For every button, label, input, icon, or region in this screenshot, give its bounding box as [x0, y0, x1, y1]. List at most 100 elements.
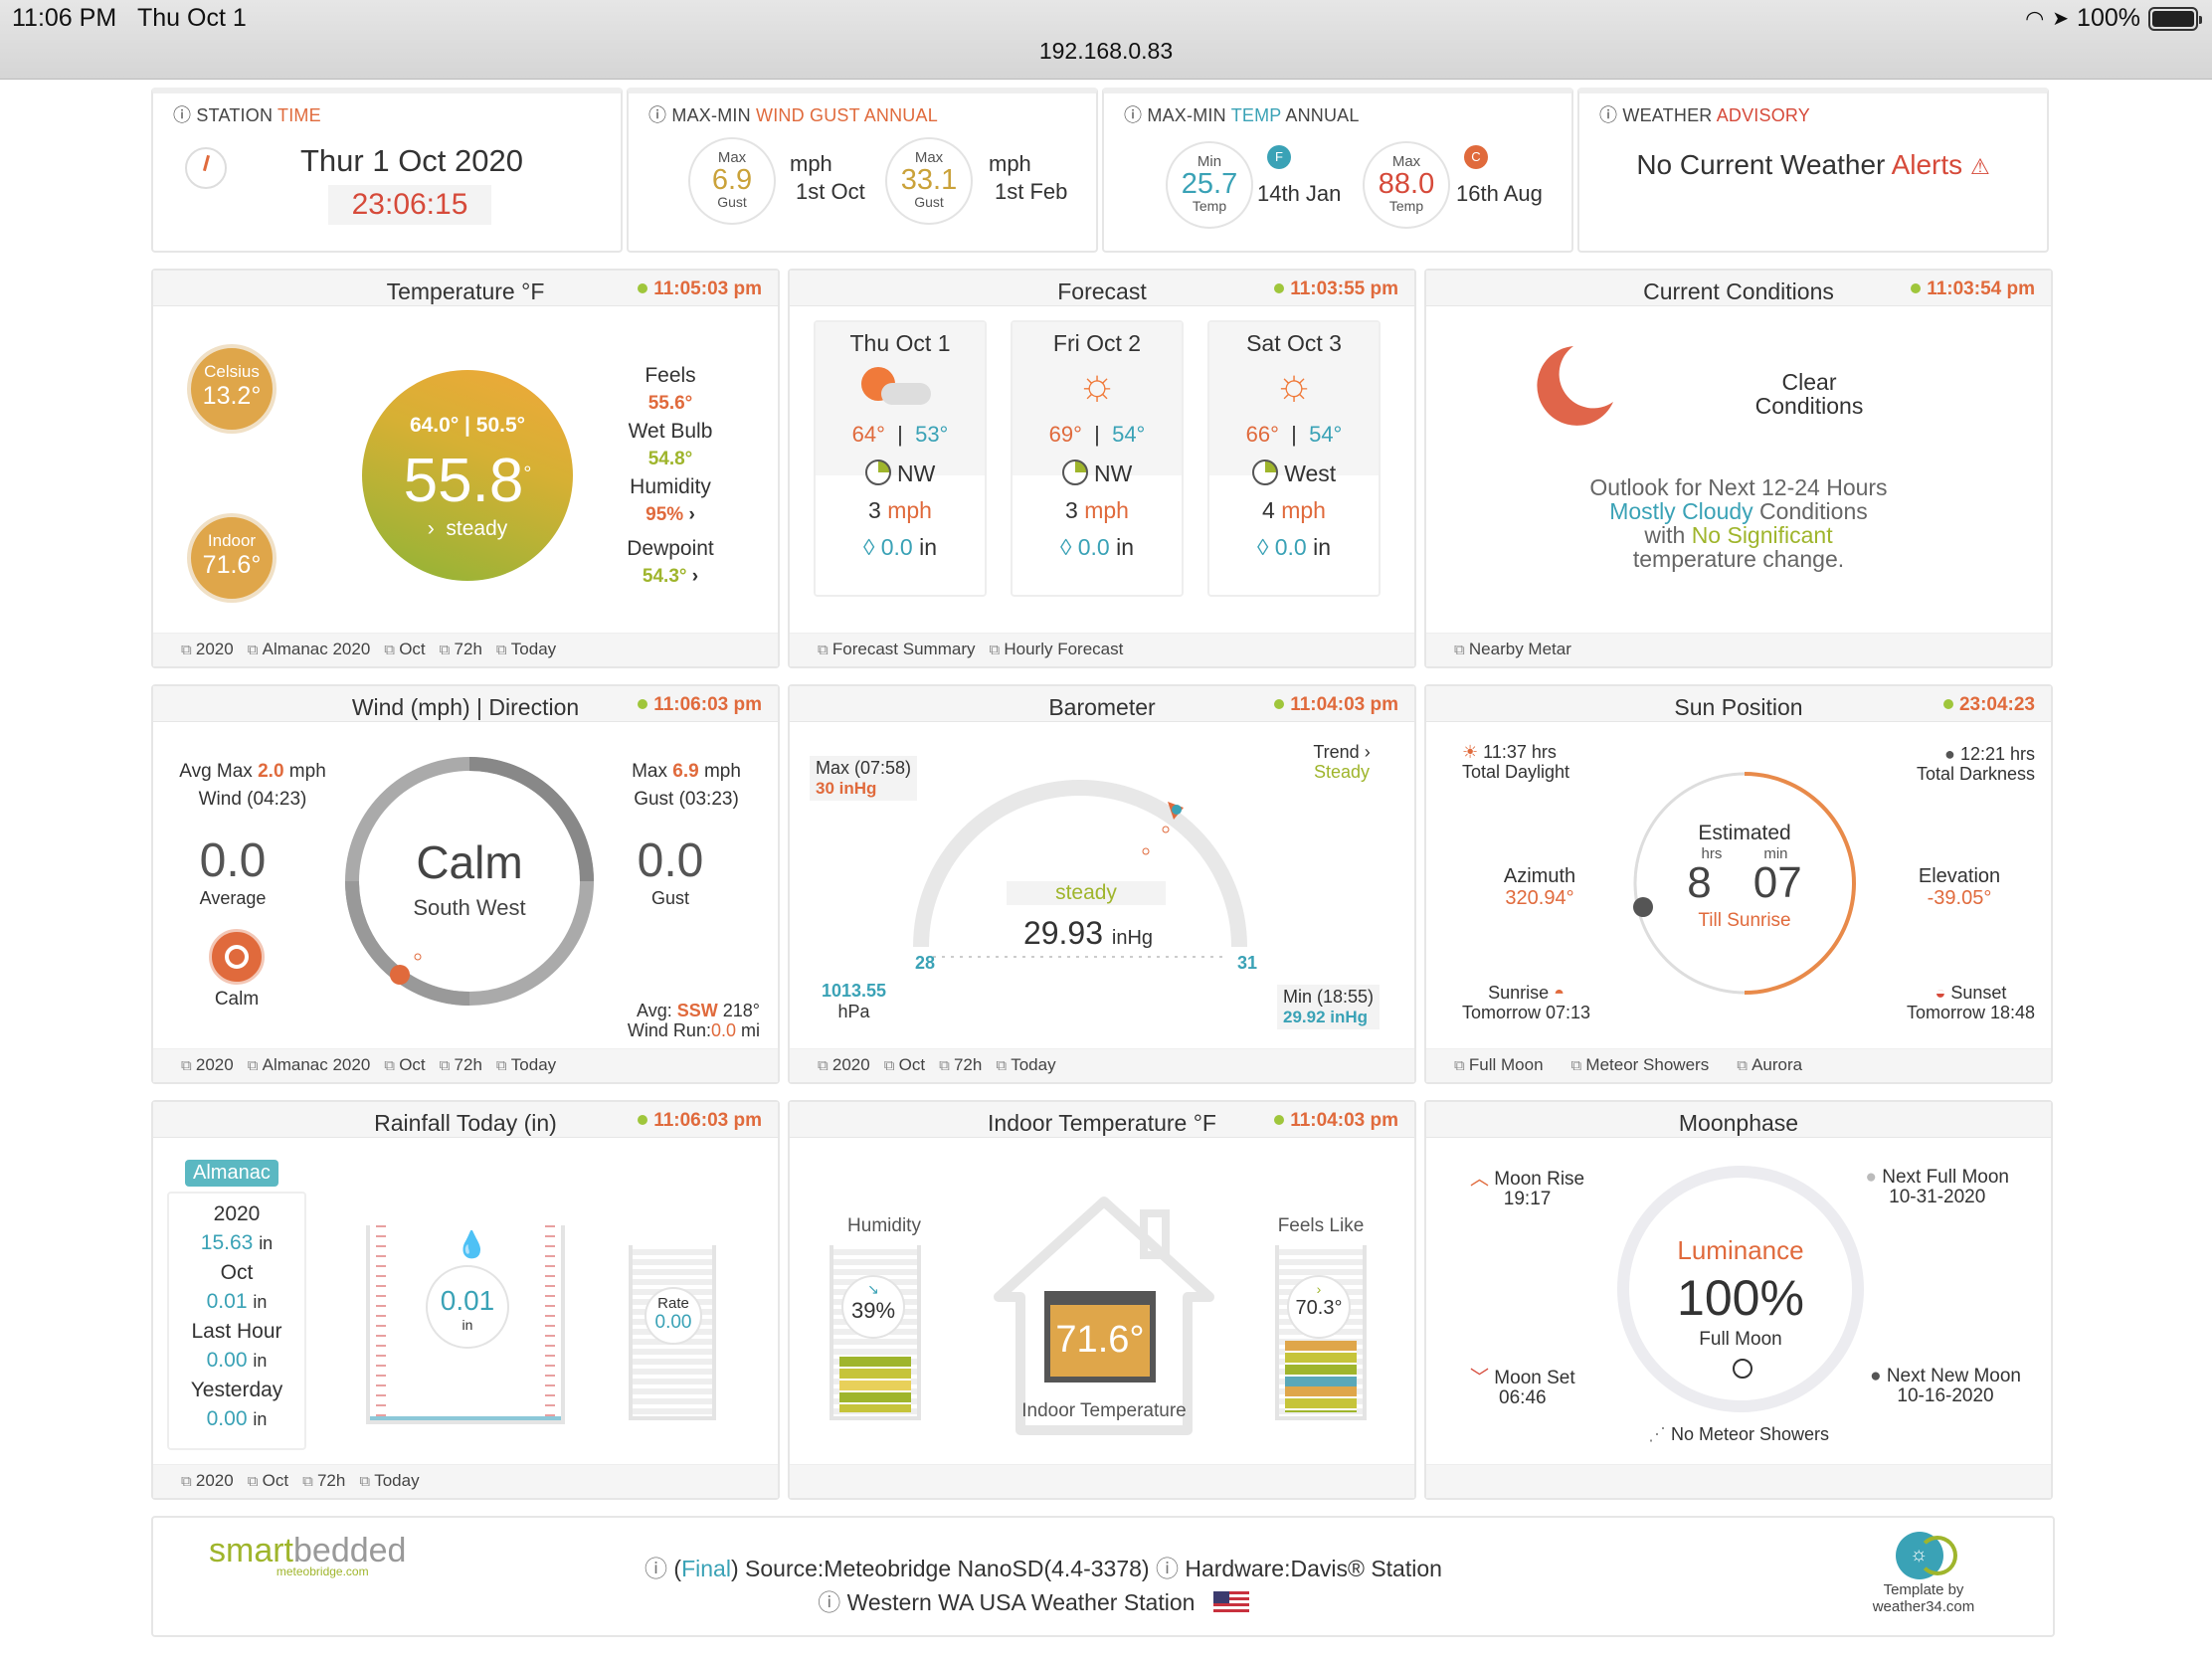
info-icon: ⓘ: [173, 105, 197, 125]
temp-annual-title: ⓘ MAX-MIN TEMP ANNUAL: [1124, 105, 1360, 125]
footer-link[interactable]: Today: [496, 1055, 556, 1082]
footer-link[interactable]: Oct: [884, 1055, 925, 1082]
humidity-value[interactable]: 95% ›: [645, 504, 695, 525]
trend-right-icon: ›: [1316, 1281, 1322, 1297]
footer-link[interactable]: Aurora: [1737, 1055, 1802, 1082]
footer-link[interactable]: Hourly Forecast: [989, 640, 1123, 666]
forecast-hilo: 69° | 54°: [1048, 422, 1146, 447]
baro-scale-max: 31: [1237, 953, 1258, 973]
footer-link[interactable]: 2020: [818, 1055, 870, 1082]
moonset-icon: ﹀: [1470, 1368, 1490, 1388]
temperature-card: Temperature °F 11:05:03 pm Celsius 13.2° …: [151, 269, 780, 668]
source-line: ⓘ (Final) Source:Meteobridge NanoSD(4.4-…: [645, 1556, 1442, 1581]
moon-dial: Luminance 100% Full Moon: [1617, 1166, 1864, 1412]
advisory-text: No Current Weather Alerts ⚠: [1636, 149, 1990, 180]
card-title: Current Conditions: [1643, 278, 1834, 304]
footer-link[interactable]: 72h: [440, 1055, 482, 1082]
address-bar[interactable]: 192.168.0.83: [1038, 38, 1174, 64]
footer-link[interactable]: Oct: [384, 640, 425, 666]
temp-trend: › steady: [427, 517, 508, 540]
moonphase-card: Moonphase ︿ Moon Rise 19:17 ﹀ Moon Set 06:…: [1424, 1100, 2053, 1500]
footer-link[interactable]: 2020: [181, 640, 234, 666]
chevron-right-icon: ›: [688, 504, 695, 525]
footer-link[interactable]: 2020: [181, 1471, 234, 1498]
weather-advisory-tile: ⓘ WEATHER ADVISORY No Current Weather Al…: [1577, 88, 2049, 253]
forecast-day[interactable]: Sat Oct 3 ☼ 66° | 54° West 4 mph ◊ 0.0 in: [1207, 320, 1381, 597]
barometer-card: Barometer 11:04:03 pm Max (07:58) 30 inHg …: [788, 684, 1416, 1084]
sun-position-card: Sun Position 23:04:23 ☀ 11:37 hrs Total Da…: [1424, 684, 2053, 1084]
footer-link[interactable]: Full Moon: [1454, 1055, 1544, 1082]
footer-link[interactable]: Almanac 2020: [248, 640, 371, 666]
baro-trend[interactable]: Trend › Steady: [1313, 742, 1371, 782]
current-conditions-card: Current Conditions 11:03:54 pm Clear Condi…: [1424, 269, 2053, 668]
forecast-day[interactable]: Thu Oct 1 64° | 53° NW 3 mph ◊ 0.0 in: [814, 320, 987, 597]
forecast-day[interactable]: Fri Oct 2 ☼ 69° | 54° NW 3 mph ◊ 0.0 in: [1011, 320, 1184, 597]
dewpoint-value[interactable]: 54.3° ›: [642, 566, 699, 587]
footer-link[interactable]: Oct: [248, 1471, 288, 1498]
forecast-day-label: Fri Oct 2: [1052, 330, 1142, 356]
gust-unit-2: mph: [989, 151, 1031, 176]
footer-link[interactable]: 2020: [181, 1055, 234, 1082]
max-gust-circle-1: Max 6.9 Gust: [688, 137, 776, 225]
sun-marker: [1633, 897, 1653, 917]
footer-link[interactable]: Forecast Summary: [818, 640, 976, 666]
min-temp-date: 14th Jan: [1257, 181, 1342, 206]
raindrop-icon: ◊: [862, 534, 875, 560]
forecast-day-label: Thu Oct 1: [849, 330, 951, 356]
station-date: Thur 1 Oct 2020: [299, 143, 523, 178]
indoor-temperature-card: Indoor Temperature °F 11:04:03 pm Humidit…: [788, 1100, 1416, 1500]
feels-value: 55.6°: [647, 393, 693, 414]
hilo-text: 64.0° | 50.5°: [409, 414, 526, 437]
forecast-wind-dir: West: [1209, 460, 1379, 487]
calm-label: Calm: [214, 989, 260, 1010]
card-timestamp: 11:06:03 pm: [638, 694, 762, 716]
footer-link[interactable]: Almanac 2020: [248, 1055, 371, 1082]
gust-date-2: 1st Feb: [995, 179, 1068, 204]
card-footer: Forecast Summary Hourly Forecast: [790, 633, 1414, 666]
card-title: Moonphase: [1678, 1110, 1799, 1136]
footer-link[interactable]: Today: [496, 640, 556, 666]
status-right: ◠ ➤ 100%: [2025, 4, 2202, 33]
card-timestamp: 11:05:03 pm: [638, 278, 762, 300]
info-icon: ⓘ: [1599, 105, 1623, 125]
indoor-value-box: 71.6°: [1044, 1291, 1156, 1382]
card-title: Wind (mph) | Direction: [351, 694, 580, 720]
forecast-day-label: Sat Oct 3: [1246, 330, 1342, 356]
weather34-logo[interactable]: ☼ Template by weather34.com: [1844, 1532, 2003, 1615]
fahrenheit-badge-icon: F: [1267, 145, 1291, 169]
footer-link[interactable]: Meteor Showers: [1571, 1055, 1709, 1082]
partly-cloudy-night-icon: [816, 357, 985, 413]
baro-hpa: 1013.55 hPa: [822, 981, 887, 1021]
footer-link[interactable]: 72h: [440, 640, 482, 666]
indoor-circle: Indoor 71.6°: [187, 513, 276, 603]
circle-sub: Gust: [914, 194, 944, 210]
full-moon-dot-icon: ●: [1865, 1167, 1877, 1188]
card-title: Sun Position: [1674, 694, 1803, 720]
footer-link[interactable]: 72h: [302, 1471, 345, 1498]
warning-icon: ⚠: [1969, 154, 1990, 179]
chevron-right-icon: ›: [1364, 742, 1371, 762]
footer-link[interactable]: 72h: [939, 1055, 982, 1082]
footer-link[interactable]: Today: [996, 1055, 1055, 1082]
sun-estimated: Estimated hrs min 8 07 Till Sunrise: [1687, 822, 1802, 931]
forecast-wind-speed: 3 mph: [868, 497, 932, 523]
battery-percent: 100%: [2077, 4, 2140, 32]
footer-link[interactable]: Nearby Metar: [1454, 640, 1571, 666]
smartbedded-logo[interactable]: smartbedded meteobridge.com: [209, 1532, 407, 1578]
card-footer: 2020 Almanac 2020 Oct 72h Today: [153, 633, 778, 666]
celsius-circle: Celsius 13.2°: [187, 344, 276, 434]
sun-small-icon: ☀: [1462, 742, 1479, 762]
footer-link[interactable]: Today: [359, 1471, 419, 1498]
dewpoint-label: Dewpoint: [627, 537, 714, 560]
circle-label: Max: [717, 149, 747, 166]
almanac-badge[interactable]: Almanac: [185, 1160, 278, 1187]
footer-link[interactable]: Oct: [384, 1055, 425, 1082]
max-gust: Max 6.9 mph Gust (03:23): [632, 761, 741, 810]
wind-card: Wind (mph) | Direction 11:06:03 pm Avg Ma…: [151, 684, 780, 1084]
wind-direction-icon: [1251, 460, 1278, 485]
circle-value: 13.2°: [202, 382, 262, 410]
outlook-text: Outlook for Next 12-24 Hours Mostly Clou…: [1589, 474, 1888, 572]
rain-today-circle: 0.01 in: [426, 1265, 509, 1349]
card-timestamp: 11:04:03 pm: [1274, 1110, 1398, 1132]
celsius-badge-icon: C: [1464, 145, 1488, 169]
